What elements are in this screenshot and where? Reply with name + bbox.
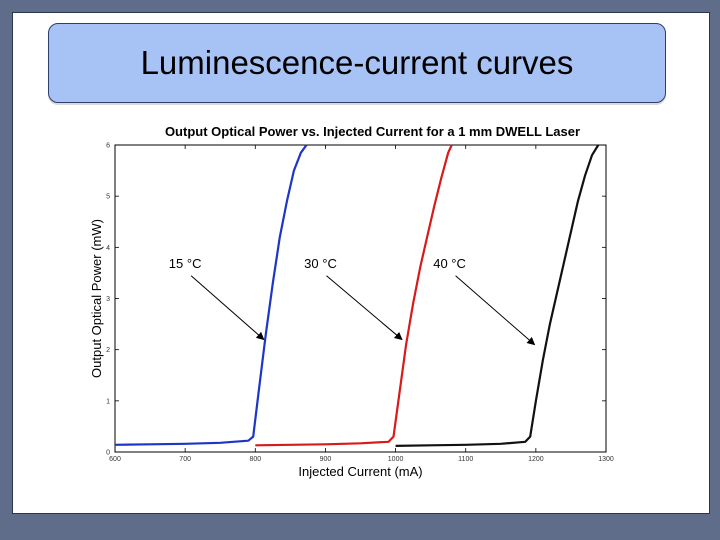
y-axis-label: Output Optical Power (mW) — [89, 219, 104, 378]
x-tick-label: 1200 — [528, 456, 544, 463]
series-annotation-label: 40 °C — [433, 256, 466, 271]
series-line — [395, 144, 600, 447]
series-annotation-label: 30 °C — [304, 256, 337, 271]
y-tick-label: 0 — [106, 450, 110, 457]
x-tick-label: 1300 — [598, 456, 614, 463]
y-tick-label: 1 — [106, 398, 110, 405]
slide-title: Luminescence-current curves — [140, 44, 574, 81]
y-tick-label: 5 — [106, 194, 110, 201]
annotation-arrow — [190, 275, 265, 341]
x-tick-label: 1000 — [388, 456, 404, 463]
chart-title: Output Optical Power vs. Injected Curren… — [165, 124, 580, 139]
y-tick-label: 4 — [106, 245, 110, 252]
annotation-arrow — [326, 275, 403, 341]
plot-area — [114, 144, 607, 453]
x-axis-label: Injected Current (mA) — [298, 464, 422, 479]
series-annotation-label: 15 °C — [169, 256, 202, 271]
x-tick-label: 600 — [109, 456, 121, 463]
y-tick-label: 2 — [106, 347, 110, 354]
y-tick-label: 6 — [106, 143, 110, 150]
x-tick-label: 900 — [320, 456, 332, 463]
series-line — [114, 144, 308, 446]
x-tick-label: 1100 — [458, 456, 473, 463]
x-tick-label: 800 — [249, 456, 261, 463]
y-tick-label: 3 — [106, 296, 110, 303]
series-line — [255, 144, 453, 447]
x-tick-label: 700 — [179, 456, 191, 463]
slide-title-box: Luminescence-current curves — [48, 23, 666, 103]
annotation-arrow — [455, 275, 536, 346]
